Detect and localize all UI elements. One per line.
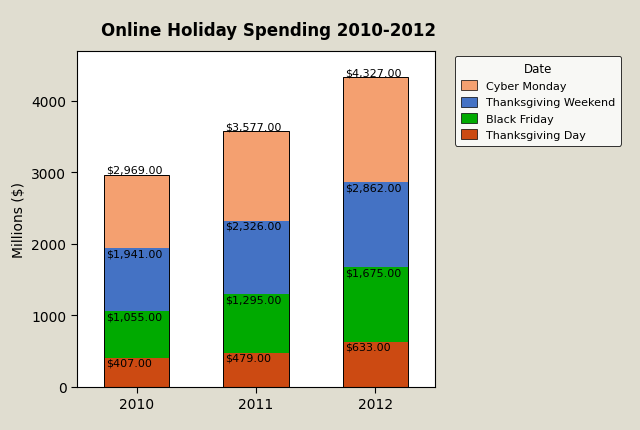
Text: $2,969.00: $2,969.00: [106, 165, 163, 175]
Y-axis label: Millions ($): Millions ($): [12, 181, 26, 257]
Text: $2,326.00: $2,326.00: [225, 221, 282, 231]
Text: Online Holiday Spending 2010-2012: Online Holiday Spending 2010-2012: [101, 22, 436, 40]
Bar: [104, 175, 170, 249]
Text: $3,577.00: $3,577.00: [225, 122, 282, 132]
Bar: [223, 295, 289, 353]
Bar: [223, 221, 289, 295]
Bar: [223, 132, 289, 221]
Text: $1,941.00: $1,941.00: [106, 249, 163, 258]
Bar: [104, 175, 170, 387]
Bar: [342, 78, 408, 183]
Bar: [104, 312, 170, 358]
Bar: [223, 132, 289, 387]
Text: $1,055.00: $1,055.00: [106, 312, 162, 322]
Text: $2,862.00: $2,862.00: [345, 183, 401, 193]
Bar: [342, 267, 408, 342]
Text: $407.00: $407.00: [106, 358, 152, 368]
Bar: [342, 78, 408, 387]
Text: $4,327.00: $4,327.00: [345, 68, 401, 78]
Bar: [104, 249, 170, 312]
Bar: [104, 358, 170, 387]
Text: $1,675.00: $1,675.00: [345, 267, 401, 277]
Bar: [342, 342, 408, 387]
Text: $479.00: $479.00: [225, 353, 271, 363]
Legend: Cyber Monday, Thanksgiving Weekend, Black Friday, Thanksgiving Day: Cyber Monday, Thanksgiving Weekend, Blac…: [455, 57, 621, 146]
Bar: [223, 353, 289, 387]
Text: $633.00: $633.00: [345, 342, 390, 352]
Bar: [342, 183, 408, 267]
Text: $1,295.00: $1,295.00: [225, 295, 282, 304]
